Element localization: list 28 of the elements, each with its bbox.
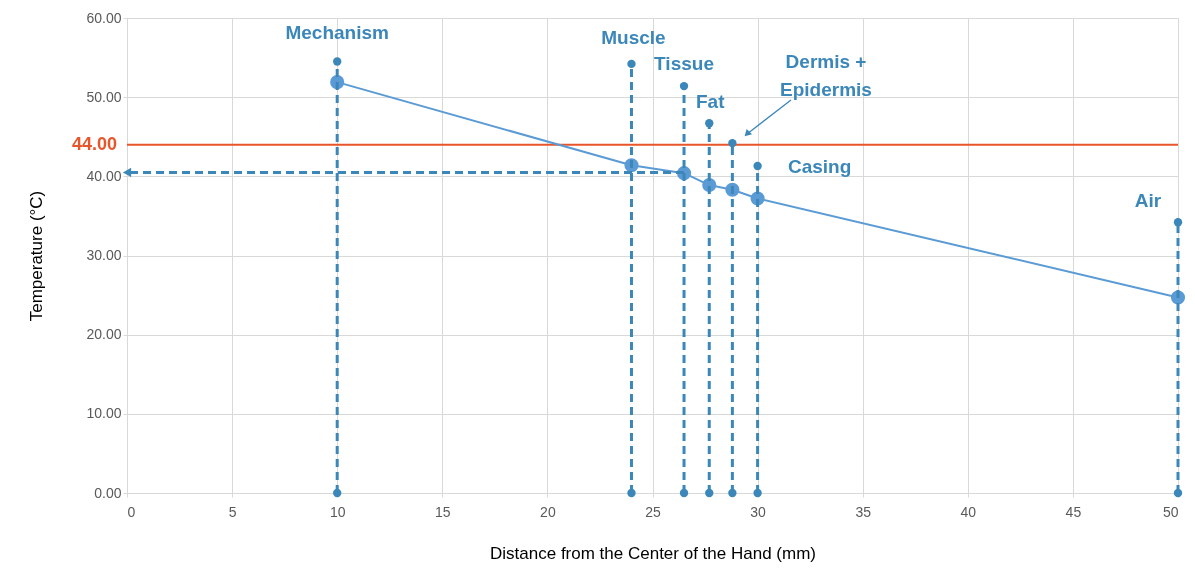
y-tick-label: 20.00	[86, 326, 122, 343]
y-axis-title: Temperature (°C)	[27, 190, 47, 322]
x-tick-label: 20	[540, 503, 556, 520]
x-tick-label: 5	[228, 503, 237, 520]
x-tick-label: 35	[855, 503, 872, 520]
x-tick-label: 15	[435, 503, 451, 520]
annotation: Mechanism	[285, 21, 389, 43]
x-tick-label: 40	[960, 503, 977, 520]
x-tick-label: 30	[750, 503, 767, 520]
x-tick-label: 0	[127, 503, 136, 520]
y-tick-label: 30.00	[86, 247, 122, 263]
annotation: Air	[1134, 190, 1162, 212]
annotation: Tissue	[654, 53, 714, 75]
annotation: Fat	[696, 91, 726, 113]
x-tick-label: 25	[645, 503, 661, 520]
y-tick-label: 10.00	[86, 405, 122, 422]
x-tick-label: 50	[1162, 503, 1179, 520]
ref-line-label: 44.00	[71, 133, 117, 154]
y-tick-label: 40.00	[86, 167, 122, 184]
x-tick-label: 45	[1065, 503, 1082, 520]
annotation: Muscle	[601, 26, 666, 48]
annotation: Casing	[787, 156, 852, 178]
annotation: Dermis + Epidermis	[780, 51, 872, 100]
y-tick-label: 50.00	[86, 88, 122, 105]
x-axis-title: Distance from the Center of the Hand (mm)	[490, 543, 816, 563]
x-tick-label: 10	[329, 503, 346, 520]
y-tick-label: 0.00	[94, 484, 122, 501]
y-tick-label: 60.00	[86, 9, 122, 26]
